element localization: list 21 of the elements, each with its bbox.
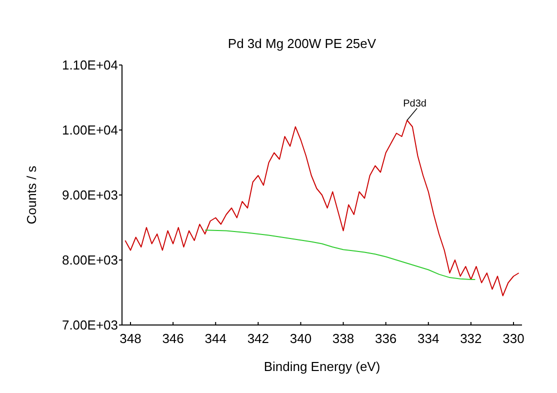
line-series — [124, 120, 520, 296]
x-tick-label: 340 — [290, 331, 312, 346]
y-tick-label: 1.00E+04 — [62, 122, 118, 138]
x-tick-label: 330 — [502, 331, 524, 346]
y-axis-title: Counts / s — [24, 165, 39, 224]
annotation: Pd3d — [403, 98, 426, 110]
y-tick-label: 8.00E+03 — [62, 252, 118, 268]
x-tick-label: 338 — [332, 331, 354, 346]
x-tick-label: 348 — [120, 331, 142, 346]
y-tick-label: 9.00E+03 — [62, 188, 118, 203]
x-tick-label: 332 — [460, 331, 482, 346]
line-series — [204, 230, 476, 280]
chart-title: Pd 3d Mg 200W PE 25eV — [228, 36, 376, 51]
x-tick-label: 336 — [374, 331, 397, 346]
x-tick-label: 342 — [247, 331, 270, 346]
x-tick-label: 344 — [204, 331, 226, 346]
y-tick-label: 7.00E+03 — [62, 318, 118, 333]
x-axis-title: Binding Energy (eV) — [264, 359, 380, 374]
x-tick-label: 346 — [162, 331, 184, 346]
y-tick-label: 1.10E+04 — [62, 58, 118, 73]
x-tick-label: 334 — [418, 331, 440, 346]
